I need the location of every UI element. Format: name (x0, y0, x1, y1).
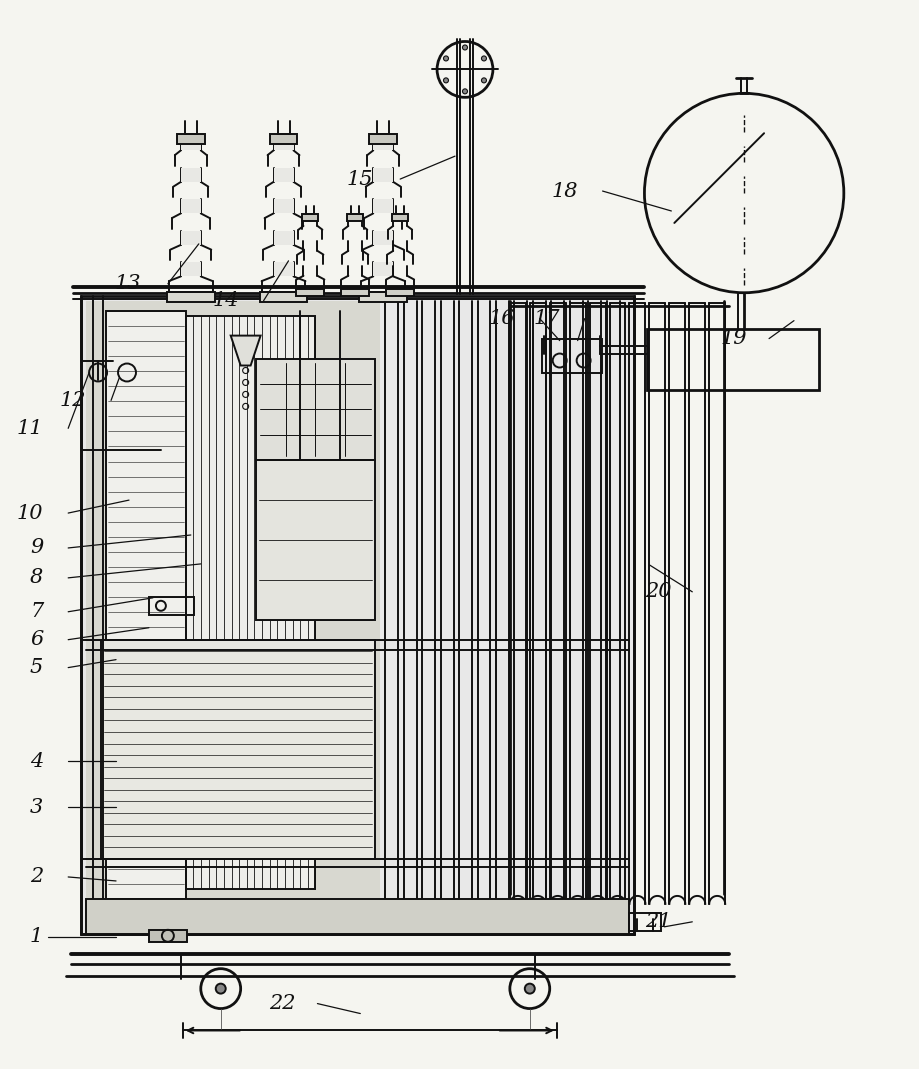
Text: 8: 8 (30, 569, 43, 587)
Circle shape (216, 983, 226, 993)
Bar (359, 292, 407, 301)
Text: 15: 15 (346, 170, 373, 188)
Bar (81, 296, 634, 934)
Text: 7: 7 (30, 602, 43, 621)
Bar (373, 199, 393, 214)
Bar (369, 135, 397, 144)
Text: 17: 17 (533, 309, 560, 328)
Circle shape (444, 56, 448, 61)
Circle shape (482, 78, 486, 83)
Bar (86, 300, 380, 929)
Bar (347, 214, 363, 221)
Text: 18: 18 (551, 182, 578, 201)
Circle shape (525, 983, 535, 993)
Bar (101, 639, 375, 859)
Circle shape (462, 89, 468, 94)
Text: 4: 4 (30, 752, 43, 771)
Text: 2: 2 (30, 867, 43, 886)
Text: 12: 12 (60, 391, 86, 409)
Bar (274, 262, 293, 277)
Bar (259, 292, 308, 301)
Text: 14: 14 (212, 291, 239, 310)
Text: 20: 20 (645, 583, 672, 602)
Bar (373, 262, 393, 277)
Bar (542, 339, 602, 373)
Text: 9: 9 (30, 539, 43, 557)
Bar (181, 168, 200, 182)
Bar (373, 231, 393, 245)
Bar (302, 214, 318, 221)
Text: 1: 1 (30, 927, 43, 946)
Bar (86, 899, 630, 934)
Bar (255, 358, 375, 461)
Bar (373, 136, 393, 151)
Bar (274, 136, 293, 151)
Bar (181, 199, 200, 214)
Bar (392, 214, 408, 221)
Text: 5: 5 (30, 659, 43, 677)
Bar (181, 262, 200, 277)
Text: 21: 21 (645, 912, 672, 931)
Bar (274, 168, 293, 182)
Bar (373, 168, 393, 182)
Bar (167, 292, 215, 301)
Bar (297, 289, 324, 296)
Bar (149, 597, 194, 615)
Text: 3: 3 (30, 797, 43, 817)
Text: 10: 10 (17, 503, 43, 523)
Bar (176, 135, 205, 144)
Text: 19: 19 (720, 329, 747, 348)
Circle shape (482, 56, 486, 61)
Circle shape (444, 78, 448, 83)
Bar (647, 328, 819, 390)
Bar (186, 315, 315, 889)
Text: 6: 6 (30, 631, 43, 649)
Bar (274, 199, 293, 214)
Text: 13: 13 (115, 275, 141, 293)
Text: 22: 22 (269, 994, 296, 1013)
Bar (149, 930, 187, 942)
Bar (181, 231, 200, 245)
Bar (630, 913, 662, 931)
Polygon shape (231, 336, 261, 366)
Bar (341, 289, 369, 296)
Bar (255, 461, 375, 620)
Text: 16: 16 (488, 309, 515, 328)
Bar (386, 289, 414, 296)
Bar (274, 231, 293, 245)
Bar (181, 136, 200, 151)
Text: 11: 11 (17, 419, 43, 438)
Circle shape (462, 45, 468, 50)
Bar (269, 135, 298, 144)
Bar (106, 311, 186, 899)
